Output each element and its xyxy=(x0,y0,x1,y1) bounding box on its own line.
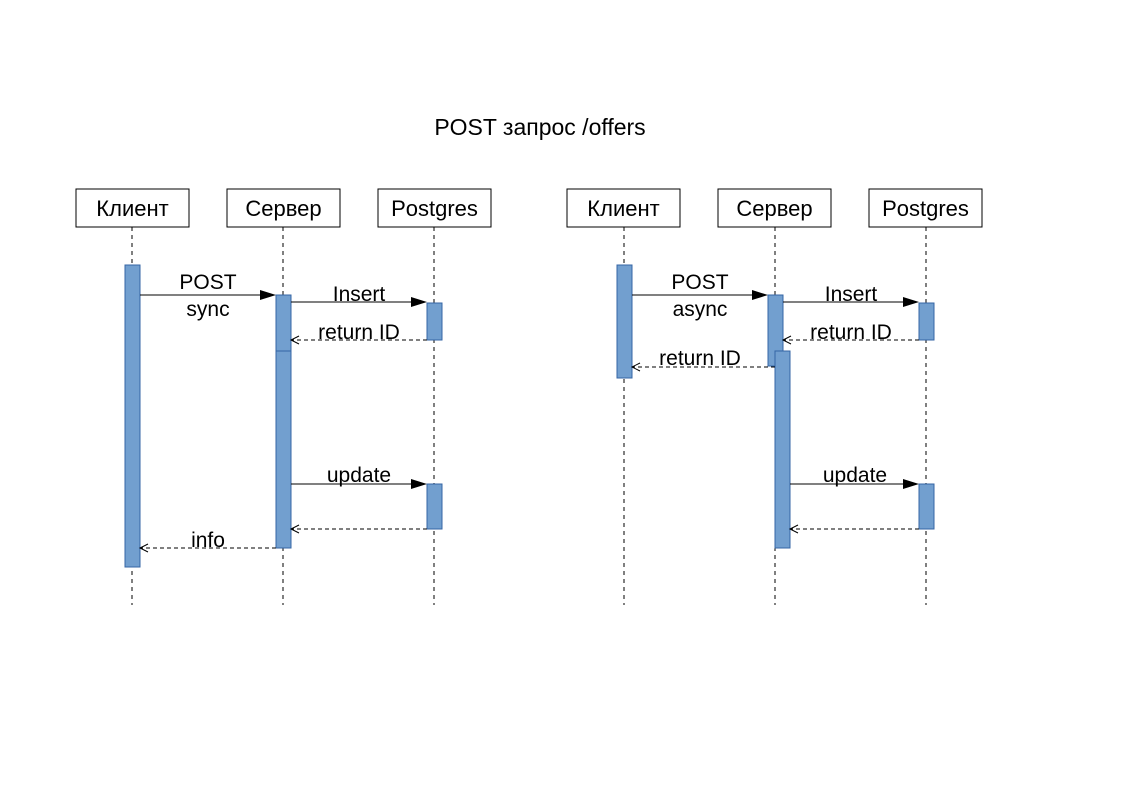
diagram2-message-0-label-0: POST xyxy=(671,271,728,294)
page-title: POST запрос /offers xyxy=(434,114,646,140)
diagram1-message-3-arrowhead xyxy=(411,479,427,489)
diagram1-message-1-label-0: Insert xyxy=(333,283,386,306)
diagram2-message-5-arrowhead xyxy=(788,524,799,534)
diagram1-participant-label-0: Клиент xyxy=(96,196,168,221)
diagram2-message-0-arrowhead xyxy=(752,290,768,300)
diagram1-participant-box-2 xyxy=(377,188,492,228)
diagram1-message-5-label-0: info xyxy=(191,529,225,552)
diagram2-message-1-label-0: Insert xyxy=(825,283,878,306)
diagram1-activation-bar-0 xyxy=(124,264,141,568)
diagram1-activation-bar-4 xyxy=(426,483,443,530)
diagram1-message-2-arrowhead xyxy=(289,335,300,345)
diagram2-activation-bar-3 xyxy=(918,302,935,341)
diagram1-message-0-label-0: POST xyxy=(179,271,236,294)
diagram1-message-3-label-0: update xyxy=(327,464,391,487)
diagram2-message-3-arrowhead xyxy=(630,362,641,372)
diagram1-message-0-arrowhead xyxy=(260,290,276,300)
diagram2-participant-label-1: Сервер xyxy=(736,196,812,221)
diagram2-message-3-label-0: return ID xyxy=(659,347,741,370)
diagram2-activation-bar-0 xyxy=(616,264,633,379)
diagram2-message-0-label-1: async xyxy=(673,298,728,321)
diagram2-participant-label-0: Клиент xyxy=(587,196,659,221)
diagram2-message-4-arrowhead xyxy=(903,479,919,489)
diagram2-participant-label-2: Postgres xyxy=(882,196,969,221)
diagram2-message-4-label-0: update xyxy=(823,464,887,487)
diagram2-activation-bar-2 xyxy=(774,350,791,549)
diagram1-message-2-label-0: return ID xyxy=(318,321,400,344)
diagram1-participant-label-2: Postgres xyxy=(391,196,478,221)
diagram1-message-0-label-1: sync xyxy=(186,298,229,321)
diagram1-participant-box-0 xyxy=(75,188,190,228)
diagram1-participant-box-1 xyxy=(226,188,341,228)
diagram2-participant-box-2 xyxy=(868,188,983,228)
diagram2-participant-box-1 xyxy=(717,188,832,228)
diagram1-participant-label-1: Сервер xyxy=(245,196,321,221)
diagram2-activation-bar-4 xyxy=(918,483,935,530)
diagram2-message-2-label-0: return ID xyxy=(810,321,892,344)
diagram2-message-1-arrowhead xyxy=(903,297,919,307)
diagram1-activation-bar-3 xyxy=(426,302,443,341)
diagram2-participant-box-0 xyxy=(566,188,681,228)
diagram1-activation-bar-2 xyxy=(275,350,292,549)
diagram1-message-4-arrowhead xyxy=(289,524,300,534)
diagram2-message-2-arrowhead xyxy=(781,335,792,345)
diagram1-message-5-arrowhead xyxy=(138,543,149,553)
diagram1-message-1-arrowhead xyxy=(411,297,427,307)
